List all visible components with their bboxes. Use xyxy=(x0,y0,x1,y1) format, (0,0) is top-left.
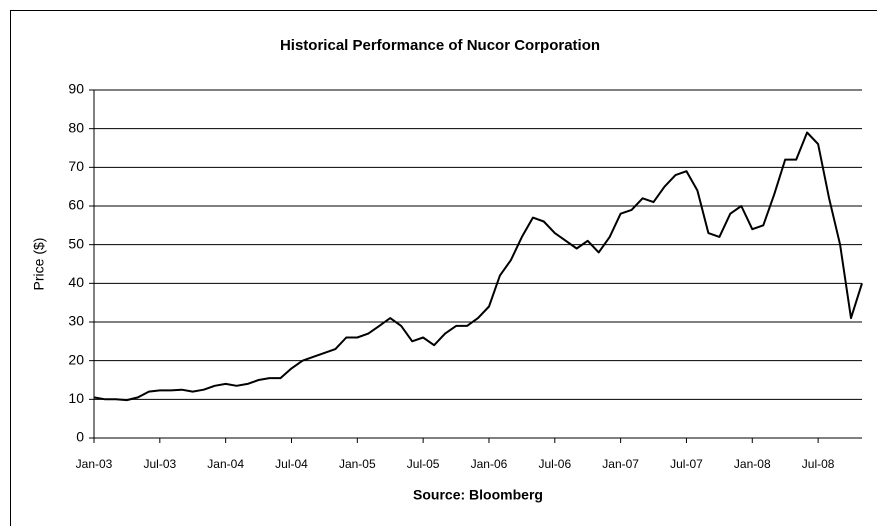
y-tick-label: 20 xyxy=(68,351,84,367)
x-tick-label: Jul-04 xyxy=(275,457,308,471)
x-tick-label: Jul-08 xyxy=(802,457,835,471)
x-tick-label: Jan-06 xyxy=(471,457,508,471)
x-tick-label: Jul-05 xyxy=(407,457,440,471)
chart-title: Historical Performance of Nucor Corporat… xyxy=(280,37,600,54)
x-tick-label: Jan-03 xyxy=(76,457,113,471)
x-tick-label: Jan-07 xyxy=(602,457,639,471)
x-tick-label: Jul-06 xyxy=(538,457,571,471)
x-tick-label: Jan-04 xyxy=(207,457,244,471)
x-tick-label: Jan-08 xyxy=(734,457,771,471)
y-tick-label: 90 xyxy=(68,81,84,97)
y-axis-label: Price ($) xyxy=(31,238,47,291)
y-tick-label: 40 xyxy=(68,274,84,290)
y-tick-label: 70 xyxy=(68,158,84,174)
chart-frame xyxy=(10,10,877,526)
x-tick-label: Jul-03 xyxy=(143,457,176,471)
y-tick-label: 80 xyxy=(68,119,84,135)
y-tick-label: 0 xyxy=(76,429,84,445)
y-tick-label: 30 xyxy=(68,313,84,329)
x-tick-label: Jan-05 xyxy=(339,457,376,471)
y-tick-label: 50 xyxy=(68,235,84,251)
price-line xyxy=(93,131,863,402)
x-tick-label: Jul-07 xyxy=(670,457,703,471)
y-tick-label: 10 xyxy=(68,390,84,406)
y-tick-label: 60 xyxy=(68,197,84,213)
source-note: Source: Bloomberg xyxy=(413,487,543,503)
